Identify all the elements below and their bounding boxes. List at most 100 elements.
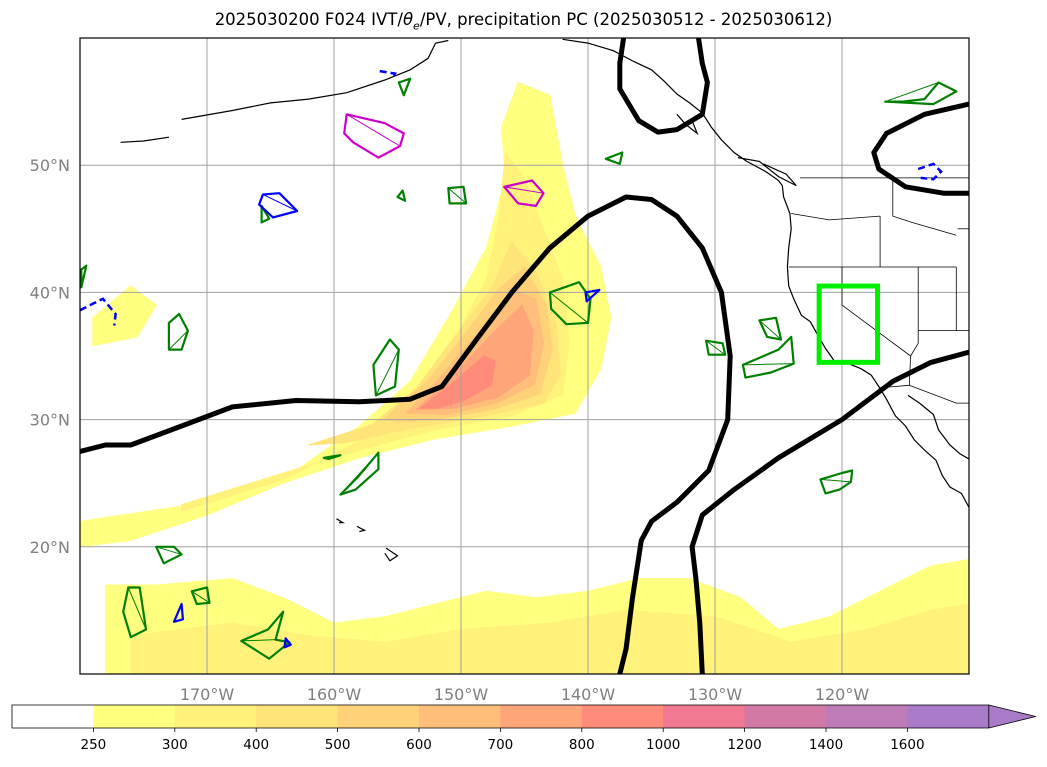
lat-tick-label: 40°N (30, 283, 70, 302)
coastline (120, 136, 169, 143)
theta-e-contour (343, 113, 405, 159)
theta-e-contour (283, 637, 292, 649)
theta-e-contour (172, 602, 184, 623)
coastline (356, 525, 367, 533)
theta-e-contours (80, 69, 958, 660)
lon-tick-label: 140°W (561, 685, 616, 704)
theta-subscript: e (413, 19, 420, 33)
colorbar-tick-label: 250 (81, 737, 107, 753)
colorbar-tick-label: 800 (569, 737, 595, 753)
coastline (907, 394, 969, 460)
latitude-labels: 20°N 30°N 40°N 50°N (30, 156, 70, 557)
ivt-contour-250-0 (92, 285, 157, 347)
colorbar-segment (419, 705, 501, 728)
theta-e-hatch (375, 349, 400, 396)
coastline (336, 518, 346, 524)
theta-e-contour (604, 151, 624, 165)
lon-tick-label: 170°W (180, 685, 235, 704)
colorbar-segment (500, 705, 583, 728)
theta-symbol: θ (402, 10, 414, 29)
ivt-contour-800-9 (418, 355, 496, 409)
lon-tick-label: 130°W (688, 685, 743, 704)
theta-e-contour (372, 338, 400, 397)
lat-tick-label: 50°N (30, 156, 70, 175)
theta-e-hatch (346, 113, 401, 147)
theta-e-contour (258, 192, 299, 219)
colorbar-segment (256, 705, 339, 728)
map-frame (79, 37, 970, 675)
theta-e-dashed-contour (379, 69, 397, 80)
theta-e-contour (584, 288, 601, 303)
theta-e-contour (322, 454, 342, 461)
theta-e-hatch (759, 320, 782, 340)
border-line (910, 267, 919, 357)
theta-e-contour (397, 77, 412, 97)
coastlines (120, 38, 969, 562)
title-prefix: 2025030200 F024 IVT/ (214, 10, 403, 29)
theta-e-contour (447, 185, 468, 205)
theta-e-hatch (504, 186, 544, 194)
theta-e-hatch (820, 478, 851, 483)
lon-tick-label: 120°W (815, 685, 870, 704)
colorbar-segment (826, 705, 908, 728)
theta-e-hatch (705, 340, 726, 356)
theta-e-hatch (447, 187, 467, 204)
colorbar-tick-label: 300 (162, 737, 188, 753)
theta-e-hatch (127, 587, 147, 630)
theta-e-dashed-contour (917, 162, 943, 181)
colorbar-tick-label: 1200 (727, 737, 761, 753)
lat-tick-label: 20°N (30, 538, 70, 557)
colorbar-tick-label: 400 (243, 737, 269, 753)
colorbar-tick-label: 1400 (809, 737, 843, 753)
theta-e-dashed-contour (80, 297, 117, 326)
theta-e-contour (240, 610, 291, 660)
border-line (892, 177, 957, 236)
lon-tick-label: 150°W (434, 685, 489, 704)
lon-tick-label: 160°W (307, 685, 362, 704)
theta-e-hatch (191, 590, 210, 604)
theta-e-hatch (262, 194, 298, 212)
theta-e-hatch (742, 363, 794, 366)
border-line (878, 384, 969, 404)
theta-e-hatch (241, 639, 276, 642)
coastline (384, 547, 399, 562)
pv-contour (871, 101, 969, 196)
theta-e-contour (80, 264, 88, 289)
colorbar: 250 300 400 500 600 700 800 1000 1200 1400 1600 (11, 704, 1036, 753)
pv-contours (80, 38, 969, 674)
colorbar-tick-label: 1000 (646, 737, 680, 753)
title-suffix: /PV, precipitation PC (2025030512 - 2025… (419, 10, 833, 29)
pv-contour (689, 349, 969, 674)
colorbar-segment (12, 705, 94, 728)
theta-e-hatch (549, 292, 589, 324)
theta-e-contour (339, 451, 380, 496)
longitude-labels: 170°W 160°W 150°W 140°W 130°W 120°W (180, 685, 870, 704)
theta-e-contour (396, 189, 407, 202)
colorbar-segment (93, 705, 176, 728)
coastline (562, 38, 969, 508)
colorbar-segment (907, 705, 990, 728)
pv-contour (80, 194, 733, 674)
coastline (737, 157, 797, 187)
map-title: 2025030200 F024 IVT/θe/PV, precipitation… (0, 10, 1047, 32)
colorbar-segment (174, 705, 257, 728)
region-highlight (816, 283, 881, 365)
pv-contour (617, 38, 710, 135)
theta-e-contour (819, 469, 854, 495)
lat-tick-label: 30°N (30, 411, 70, 430)
coastline (676, 113, 699, 136)
colorbar-segment (663, 705, 746, 728)
colorbar-tick-label: 500 (325, 737, 351, 753)
colorbar-extend-arrow (988, 704, 1036, 729)
theta-e-hatch (885, 82, 939, 103)
ivt-contour-250-1 (80, 81, 612, 548)
theta-e-hatch (156, 546, 182, 555)
colorbar-segment (744, 705, 827, 728)
map-gridlines (80, 38, 969, 674)
theta-e-contour (704, 339, 727, 356)
colorbar-segment (581, 705, 664, 728)
colorbar-tick-label: 1600 (890, 737, 924, 753)
theta-e-hatch (339, 452, 379, 495)
theta-e-contour (167, 312, 189, 351)
